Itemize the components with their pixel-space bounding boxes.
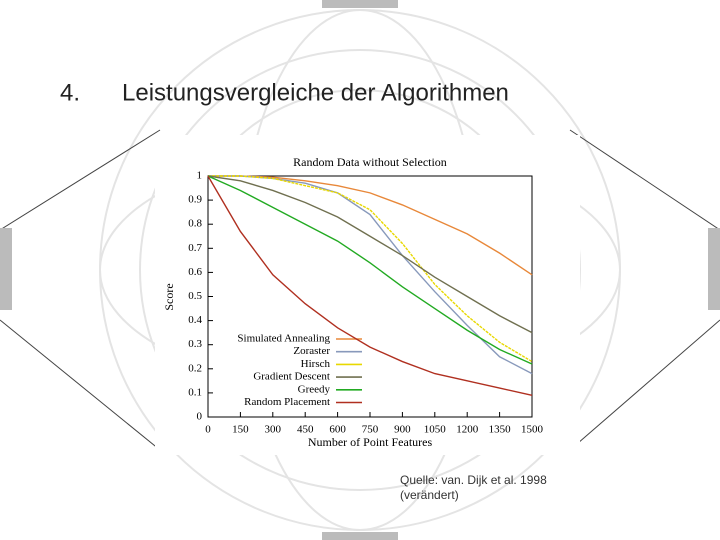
bottom-tab [322, 532, 398, 540]
x-tick-label: 1050 [424, 424, 447, 436]
series-line [208, 175, 533, 363]
x-tick-label: 300 [265, 424, 282, 436]
y-axis-label: Score [162, 283, 176, 310]
legend-label: Hirsch [301, 358, 331, 370]
x-tick-label: 150 [232, 424, 249, 436]
x-axis-label: Number of Point Features [308, 435, 433, 449]
y-tick-label: 0.6 [188, 266, 202, 278]
legend-label: Random Placement [244, 396, 330, 408]
chart-background [155, 135, 580, 455]
y-tick-label: 1 [197, 170, 203, 182]
x-tick-label: 600 [329, 424, 346, 436]
y-tick-label: 0.9 [188, 194, 202, 206]
x-tick-label: 750 [362, 424, 379, 436]
x-tick-label: 450 [297, 424, 314, 436]
y-tick-label: 0.2 [188, 362, 202, 374]
chart-title: Random Data without Selection [293, 155, 447, 169]
y-tick-label: 0.8 [188, 218, 202, 230]
series-line [207, 175, 533, 396]
top-tab [322, 0, 398, 8]
series-line [207, 175, 533, 365]
y-tick-label: 0.4 [188, 314, 202, 326]
x-tick-label: 1200 [456, 424, 479, 436]
y-tick-label: 0.3 [188, 338, 202, 350]
side-tab [0, 228, 12, 310]
x-tick-label: 1500 [521, 424, 544, 436]
legend-label: Greedy [298, 383, 331, 395]
y-tick-label: 0.1 [188, 386, 202, 398]
legend-label: Simulated Annealing [237, 333, 330, 345]
side-tab [708, 228, 720, 310]
y-tick-label: 0.5 [188, 290, 202, 302]
legend-label: Zoraster [293, 345, 330, 357]
series-line [207, 175, 533, 334]
y-tick-label: 0 [197, 411, 203, 423]
source-line: (verändert) [400, 488, 459, 502]
x-tick-label: 1350 [489, 424, 512, 436]
slide-heading: Leistungsvergleiche der Algorithmen [122, 79, 509, 106]
source-line: Quelle: van. Dijk et al. 1998 [400, 473, 547, 487]
legend-label: Gradient Descent [253, 371, 330, 383]
x-tick-label: 900 [394, 424, 411, 436]
x-tick-label: 0 [205, 424, 211, 436]
series-line [208, 175, 533, 276]
y-tick-label: 0.7 [188, 242, 202, 254]
slide-number: 4. [60, 79, 80, 106]
